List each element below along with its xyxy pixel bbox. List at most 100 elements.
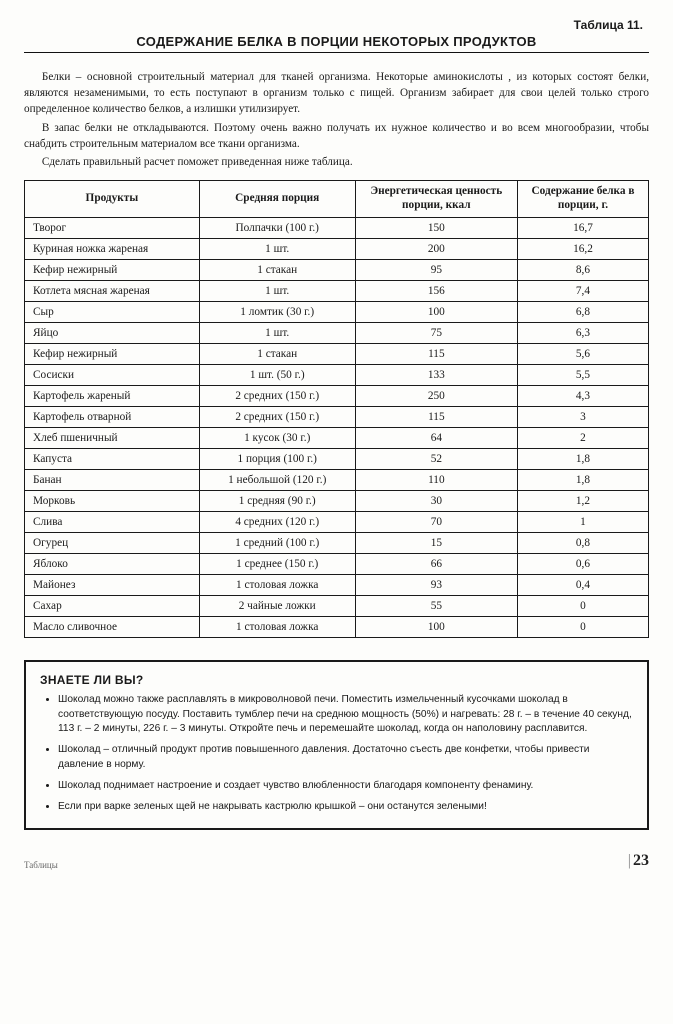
table-cell: 64 <box>355 427 517 448</box>
table-cell: 3 <box>517 406 648 427</box>
table-cell: 93 <box>355 574 517 595</box>
table-cell: 0,4 <box>517 574 648 595</box>
column-header-energy: Энергетическая ценность порции, ккал <box>355 181 517 217</box>
table-cell: 1 средняя (90 г.) <box>199 490 355 511</box>
table-row: Куриная ножка жареная1 шт.20016,2 <box>25 238 649 259</box>
table-row: Сахар2 чайные ложки550 <box>25 595 649 616</box>
table-cell: 52 <box>355 448 517 469</box>
table-cell: 66 <box>355 553 517 574</box>
table-cell: Творог <box>25 217 200 238</box>
table-cell: Сахар <box>25 595 200 616</box>
fact-item: Шоколад поднимает настроение и создает ч… <box>58 779 633 794</box>
fact-item: Шоколад – отличный продукт против повыше… <box>58 743 633 773</box>
table-cell: Полпачки (100 г.) <box>199 217 355 238</box>
table-cell: Хлеб пшеничный <box>25 427 200 448</box>
table-cell: 0,8 <box>517 532 648 553</box>
table-cell: Масло сливочное <box>25 616 200 637</box>
column-header-portion: Средняя порция <box>199 181 355 217</box>
table-cell: 6,8 <box>517 301 648 322</box>
table-cell: 4 средних (120 г.) <box>199 511 355 532</box>
table-cell: 100 <box>355 616 517 637</box>
table-row: Майонез1 столовая ложка930,4 <box>25 574 649 595</box>
table-cell: Картофель отварной <box>25 406 200 427</box>
table-cell: 1 столовая ложка <box>199 616 355 637</box>
table-cell: Майонез <box>25 574 200 595</box>
table-cell: 2 чайные ложки <box>199 595 355 616</box>
intro-paragraph: В запас белки не откладываются. Поэтому … <box>24 120 649 152</box>
table-cell: 1 <box>517 511 648 532</box>
table-cell: 156 <box>355 280 517 301</box>
table-cell: 200 <box>355 238 517 259</box>
table-cell: 1 шт. <box>199 238 355 259</box>
table-cell: 8,6 <box>517 259 648 280</box>
protein-table: Продукты Средняя порция Энергетическая ц… <box>24 180 649 637</box>
table-cell: 0 <box>517 595 648 616</box>
table-cell: 1 шт. <box>199 280 355 301</box>
table-cell: 2 <box>517 427 648 448</box>
table-cell: 133 <box>355 364 517 385</box>
fact-item: Если при варке зеленых щей не накрывать … <box>58 800 633 815</box>
table-cell: 1 порция (100 г.) <box>199 448 355 469</box>
table-cell: 2 средних (150 г.) <box>199 385 355 406</box>
table-row: Картофель отварной2 средних (150 г.)1153 <box>25 406 649 427</box>
table-cell: 1 небольшой (120 г.) <box>199 469 355 490</box>
table-cell: Сыр <box>25 301 200 322</box>
table-cell: Сосиски <box>25 364 200 385</box>
document-page: Таблица 11. СОДЕРЖАНИЕ БЕЛКА В ПОРЦИИ НЕ… <box>0 0 673 1024</box>
page-number: |23 <box>628 852 649 870</box>
table-row: Картофель жареный2 средних (150 г.)2504,… <box>25 385 649 406</box>
table-cell: 6,3 <box>517 322 648 343</box>
table-cell: Капуста <box>25 448 200 469</box>
table-row: Яблоко1 среднее (150 г.)660,6 <box>25 553 649 574</box>
table-row: ТворогПолпачки (100 г.)15016,7 <box>25 217 649 238</box>
table-cell: Картофель жареный <box>25 385 200 406</box>
table-cell: 110 <box>355 469 517 490</box>
table-cell: Яйцо <box>25 322 200 343</box>
table-cell: 1 ломтик (30 г.) <box>199 301 355 322</box>
table-cell: 1 кусок (30 г.) <box>199 427 355 448</box>
table-cell: 75 <box>355 322 517 343</box>
table-cell: 1,8 <box>517 469 648 490</box>
table-row: Кефир нежирный1 стакан1155,6 <box>25 343 649 364</box>
table-cell: 1 стакан <box>199 343 355 364</box>
table-cell: 115 <box>355 343 517 364</box>
table-cell: 55 <box>355 595 517 616</box>
table-cell: 1 средний (100 г.) <box>199 532 355 553</box>
facts-list: Шоколад можно также расплавлять в микров… <box>40 693 633 814</box>
table-header-row: Продукты Средняя порция Энергетическая ц… <box>25 181 649 217</box>
table-cell: 250 <box>355 385 517 406</box>
table-cell: Кефир нежирный <box>25 259 200 280</box>
table-row: Сыр1 ломтик (30 г.)1006,8 <box>25 301 649 322</box>
table-row: Капуста1 порция (100 г.)521,8 <box>25 448 649 469</box>
table-cell: 7,4 <box>517 280 648 301</box>
table-row: Огурец1 средний (100 г.)150,8 <box>25 532 649 553</box>
table-row: Хлеб пшеничный1 кусок (30 г.)642 <box>25 427 649 448</box>
table-cell: 1,2 <box>517 490 648 511</box>
table-cell: 1 среднее (150 г.) <box>199 553 355 574</box>
table-row: Котлета мясная жареная1 шт.1567,4 <box>25 280 649 301</box>
table-cell: 115 <box>355 406 517 427</box>
table-row: Морковь1 средняя (90 г.)301,2 <box>25 490 649 511</box>
table-cell: 0 <box>517 616 648 637</box>
table-cell: 16,2 <box>517 238 648 259</box>
facts-box: ЗНАЕТЕ ЛИ ВЫ? Шоколад можно также распла… <box>24 660 649 831</box>
column-header-product: Продукты <box>25 181 200 217</box>
table-cell: 95 <box>355 259 517 280</box>
table-row: Яйцо1 шт.756,3 <box>25 322 649 343</box>
table-cell: Котлета мясная жареная <box>25 280 200 301</box>
table-cell: Банан <box>25 469 200 490</box>
table-cell: 0,6 <box>517 553 648 574</box>
table-cell: 2 средних (150 г.) <box>199 406 355 427</box>
column-header-protein: Содержание белка в порции, г. <box>517 181 648 217</box>
table-row: Банан1 небольшой (120 г.)1101,8 <box>25 469 649 490</box>
table-cell: 1 стакан <box>199 259 355 280</box>
table-row: Масло сливочное1 столовая ложка1000 <box>25 616 649 637</box>
table-cell: Морковь <box>25 490 200 511</box>
table-row: Кефир нежирный1 стакан958,6 <box>25 259 649 280</box>
table-cell: 5,6 <box>517 343 648 364</box>
page-footer: Таблицы |23 <box>24 852 649 870</box>
table-cell: Слива <box>25 511 200 532</box>
intro-paragraph: Сделать правильный расчет поможет привед… <box>24 154 649 170</box>
table-cell: 30 <box>355 490 517 511</box>
intro-paragraph: Белки – основной строительный материал д… <box>24 69 649 118</box>
